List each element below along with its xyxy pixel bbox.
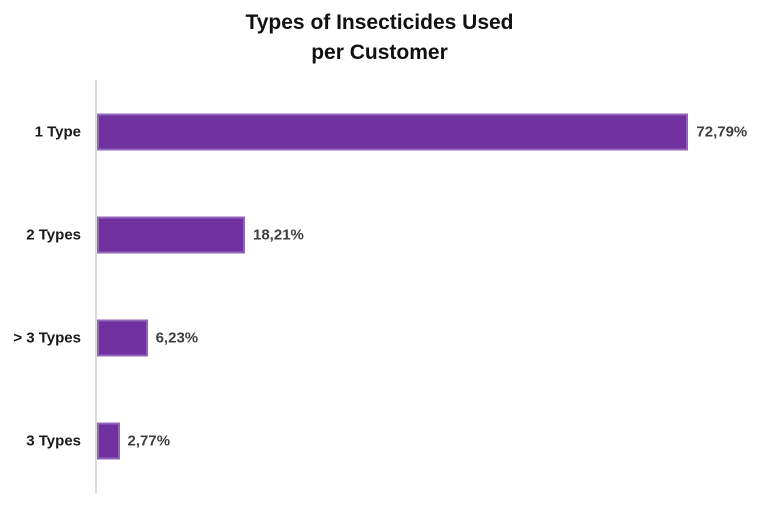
bar-row: 2 Types 18,21%: [0, 183, 759, 286]
value-label: 72,79%: [696, 123, 748, 141]
value-label: 18,21%: [253, 226, 304, 244]
category-label: > 3 Types: [13, 329, 81, 347]
bar-track: 18,21%: [97, 216, 759, 254]
bar-3-types: [97, 319, 148, 357]
category-label: 3 Types: [26, 432, 81, 450]
bar-track: 2,77%: [97, 422, 759, 460]
chart-title-line-1: Types of Insecticides Used: [245, 11, 514, 34]
chart-title: Types of Insecticides Used per Customer: [0, 8, 759, 68]
value-label: 2,77%: [127, 432, 171, 450]
plot-area: 1 Type 72,79% 2 Types 18,21% > 3 Types 6,23% 3…: [0, 80, 759, 493]
bar-1-type: [97, 113, 689, 151]
bar-3-types: [97, 422, 120, 460]
bar-row: > 3 Types 6,23%: [0, 287, 759, 390]
category-label: 2 Types: [26, 226, 81, 244]
bar-track: 72,79%: [97, 113, 759, 151]
category-label: 1 Type: [34, 123, 81, 141]
chart-title-line-2: per Customer: [311, 40, 448, 64]
y-axis-line: [95, 80, 97, 493]
bar-rows: 1 Type 72,79% 2 Types 18,21% > 3 Types 6,23% 3…: [0, 80, 759, 493]
bar-row: 1 Type 72,79%: [0, 80, 759, 183]
bar-track: 6,23%: [97, 319, 759, 357]
bar-row: 3 Types 2,77%: [0, 390, 759, 493]
value-label: 6,23%: [155, 329, 199, 347]
bar-2-types: [97, 216, 245, 254]
